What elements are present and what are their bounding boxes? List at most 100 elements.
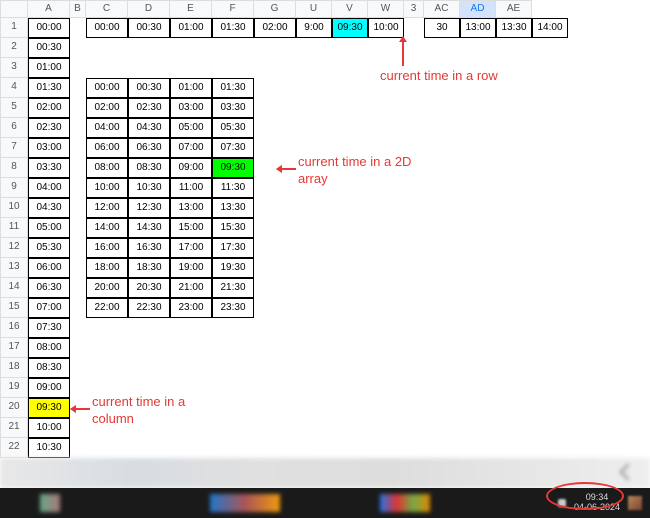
cell-AD10[interactable] bbox=[460, 198, 496, 218]
cell-V15[interactable] bbox=[332, 298, 368, 318]
cell-D14[interactable]: 20:30 bbox=[128, 278, 170, 298]
cell-A14[interactable]: 06:30 bbox=[28, 278, 70, 298]
cell-G5[interactable] bbox=[254, 98, 296, 118]
cell-AE20[interactable] bbox=[496, 398, 532, 418]
cell-G1[interactable]: 02:00 bbox=[254, 18, 296, 38]
cell-E1[interactable]: 01:00 bbox=[170, 18, 212, 38]
column-header-U[interactable]: U bbox=[296, 0, 332, 18]
cell-AE2[interactable] bbox=[496, 38, 532, 58]
cell-V11[interactable] bbox=[332, 218, 368, 238]
row-header-2[interactable]: 2 bbox=[0, 38, 28, 58]
cell-G21[interactable] bbox=[254, 418, 296, 438]
cell-AE1[interactable]: 13:30 bbox=[496, 18, 532, 38]
cell-C17[interactable] bbox=[86, 338, 128, 358]
cell-G19[interactable] bbox=[254, 378, 296, 398]
cell-AE16[interactable] bbox=[496, 318, 532, 338]
cell-C12[interactable]: 16:00 bbox=[86, 238, 128, 258]
cell-D10[interactable]: 12:30 bbox=[128, 198, 170, 218]
row-header-15[interactable]: 15 bbox=[0, 298, 28, 318]
cell-AE8[interactable] bbox=[496, 158, 532, 178]
cell-F19[interactable] bbox=[212, 378, 254, 398]
cell-AD5[interactable] bbox=[460, 98, 496, 118]
cell-F9[interactable]: 11:30 bbox=[212, 178, 254, 198]
cell-F20[interactable] bbox=[212, 398, 254, 418]
cell-317[interactable] bbox=[404, 338, 424, 358]
cell-W14[interactable] bbox=[368, 278, 404, 298]
cell-V12[interactable] bbox=[332, 238, 368, 258]
cell-C16[interactable] bbox=[86, 318, 128, 338]
cell-D8[interactable]: 08:30 bbox=[128, 158, 170, 178]
cell-V1[interactable]: 09:30 bbox=[332, 18, 368, 38]
cell-B14[interactable] bbox=[70, 278, 86, 298]
cell-B17[interactable] bbox=[70, 338, 86, 358]
cell-U18[interactable] bbox=[296, 358, 332, 378]
cell-A20[interactable]: 09:30 bbox=[28, 398, 70, 418]
cell-C15[interactable]: 22:00 bbox=[86, 298, 128, 318]
cell-AC15[interactable] bbox=[424, 298, 460, 318]
cell-AC21[interactable] bbox=[424, 418, 460, 438]
cell-U12[interactable] bbox=[296, 238, 332, 258]
cell-A21[interactable]: 10:00 bbox=[28, 418, 70, 438]
cell-E14[interactable]: 21:00 bbox=[170, 278, 212, 298]
cell-AE7[interactable] bbox=[496, 138, 532, 158]
cell-G17[interactable] bbox=[254, 338, 296, 358]
cell-V17[interactable] bbox=[332, 338, 368, 358]
cell-G6[interactable] bbox=[254, 118, 296, 138]
row-header-10[interactable]: 10 bbox=[0, 198, 28, 218]
cell-A7[interactable]: 03:00 bbox=[28, 138, 70, 158]
cell-V20[interactable] bbox=[332, 398, 368, 418]
row-header-8[interactable]: 8 bbox=[0, 158, 28, 178]
cell-D17[interactable] bbox=[128, 338, 170, 358]
cell-U20[interactable] bbox=[296, 398, 332, 418]
cell-V19[interactable] bbox=[332, 378, 368, 398]
cell-E3[interactable] bbox=[170, 58, 212, 78]
cell-V3[interactable] bbox=[332, 58, 368, 78]
cell-F8[interactable]: 09:30 bbox=[212, 158, 254, 178]
cell-B3[interactable] bbox=[70, 58, 86, 78]
cell-A8[interactable]: 03:30 bbox=[28, 158, 70, 178]
cell-G13[interactable] bbox=[254, 258, 296, 278]
cell-D15[interactable]: 22:30 bbox=[128, 298, 170, 318]
column-header-E[interactable]: E bbox=[170, 0, 212, 18]
cell-AD17[interactable] bbox=[460, 338, 496, 358]
cell-G22[interactable] bbox=[254, 438, 296, 458]
cell-E22[interactable] bbox=[170, 438, 212, 458]
row-header-20[interactable]: 20 bbox=[0, 398, 28, 418]
cell-322[interactable] bbox=[404, 438, 424, 458]
cell-AD21[interactable] bbox=[460, 418, 496, 438]
cell-C14[interactable]: 20:00 bbox=[86, 278, 128, 298]
cell-W22[interactable] bbox=[368, 438, 404, 458]
cell-G2[interactable] bbox=[254, 38, 296, 58]
cell-V21[interactable] bbox=[332, 418, 368, 438]
cell-AE9[interactable] bbox=[496, 178, 532, 198]
column-header-W[interactable]: W bbox=[368, 0, 404, 18]
row-header-13[interactable]: 13 bbox=[0, 258, 28, 278]
cell-U3[interactable] bbox=[296, 58, 332, 78]
cell-W16[interactable] bbox=[368, 318, 404, 338]
cell-AC18[interactable] bbox=[424, 358, 460, 378]
column-header-AC[interactable]: AC bbox=[424, 0, 460, 18]
cell-W6[interactable] bbox=[368, 118, 404, 138]
cell-313[interactable] bbox=[404, 258, 424, 278]
cell-AD7[interactable] bbox=[460, 138, 496, 158]
cell-AD20[interactable] bbox=[460, 398, 496, 418]
cell-D11[interactable]: 14:30 bbox=[128, 218, 170, 238]
column-header-AE[interactable]: AE bbox=[496, 0, 532, 18]
cell-E9[interactable]: 11:00 bbox=[170, 178, 212, 198]
cell-U1[interactable]: 9:00 bbox=[296, 18, 332, 38]
cell-318[interactable] bbox=[404, 358, 424, 378]
cell-B9[interactable] bbox=[70, 178, 86, 198]
cell-U6[interactable] bbox=[296, 118, 332, 138]
cell-AD8[interactable] bbox=[460, 158, 496, 178]
cell-E7[interactable]: 07:00 bbox=[170, 138, 212, 158]
cell-311[interactable] bbox=[404, 218, 424, 238]
row-header-7[interactable]: 7 bbox=[0, 138, 28, 158]
cell-AC20[interactable] bbox=[424, 398, 460, 418]
cell-U19[interactable] bbox=[296, 378, 332, 398]
cell-U21[interactable] bbox=[296, 418, 332, 438]
cell-E6[interactable]: 05:00 bbox=[170, 118, 212, 138]
cell-AE15[interactable] bbox=[496, 298, 532, 318]
cell-D5[interactable]: 02:30 bbox=[128, 98, 170, 118]
cell-A16[interactable]: 07:30 bbox=[28, 318, 70, 338]
cell-AC19[interactable] bbox=[424, 378, 460, 398]
